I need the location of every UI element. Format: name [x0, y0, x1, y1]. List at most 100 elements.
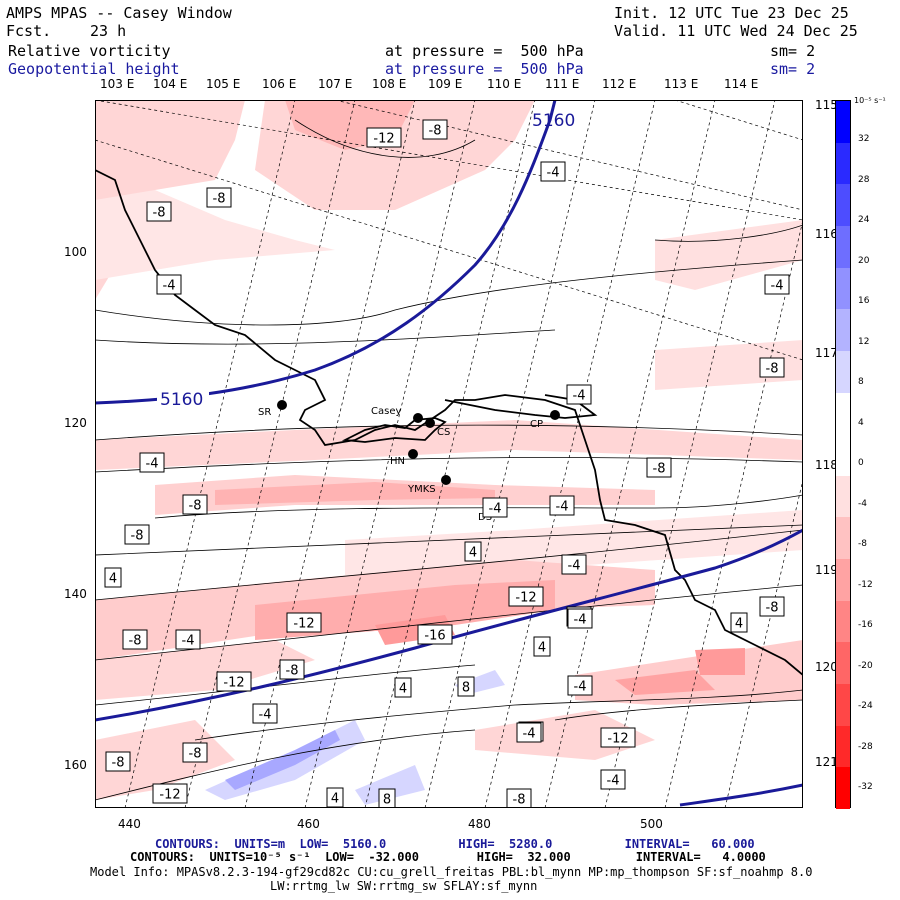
top-lon-label: 106 E: [262, 77, 297, 91]
station-cs-marker[interactable]: [425, 418, 435, 428]
svg-text:-8: -8: [153, 206, 166, 221]
top-lon-label: 104 E: [153, 77, 188, 91]
colorbar-swatch: [836, 184, 850, 226]
colorbar-tick-label: -32: [858, 782, 873, 792]
vorticity-label: -4: [561, 554, 587, 575]
vorticity-label: -4: [175, 629, 201, 650]
svg-text:-12: -12: [373, 132, 394, 147]
graticule: [95, 100, 803, 808]
vorticity-label: -8: [146, 201, 172, 222]
svg-text:-12: -12: [515, 591, 536, 606]
station-cs-label: CS: [437, 427, 450, 438]
vorticity-label: -4: [567, 675, 593, 696]
svg-text:-4: -4: [556, 500, 569, 515]
forecast-hour: 23 h: [90, 22, 127, 40]
vorticity-label: 4: [730, 612, 748, 633]
station-hn-label: HN: [390, 456, 405, 467]
svg-text:-8: -8: [213, 192, 226, 207]
colorbar-swatch: [836, 642, 850, 685]
smoothing-geopotential: sm= 2: [770, 60, 816, 78]
colorbar-tick-label: -12: [858, 579, 873, 590]
svg-text:-8: -8: [286, 664, 299, 679]
svg-text:4: 4: [469, 546, 477, 561]
vorticity-contours: [95, 119, 803, 801]
colorbar-swatch: [836, 475, 850, 518]
vorticity-label: 4: [533, 636, 551, 657]
colorbar-tick-label: -16: [858, 620, 873, 630]
station-sr-label: SR: [258, 407, 271, 418]
station-cp-marker[interactable]: [550, 410, 560, 420]
svg-text:-8: -8: [513, 793, 526, 808]
footer-vorticity-contours: CONTOURS: UNITS=10⁻⁵ s⁻¹ LOW= -32.000 HI…: [130, 850, 766, 864]
svg-text:-4: -4: [607, 774, 620, 789]
vorticity-label: -8: [122, 629, 148, 650]
svg-text:-4: -4: [182, 634, 195, 649]
svg-text:4: 4: [331, 792, 339, 807]
station-hn-marker[interactable]: [408, 449, 418, 459]
svg-text:-4: -4: [771, 279, 784, 294]
svg-text:-4: -4: [163, 279, 176, 294]
x-axis-label-440: 440: [118, 817, 141, 831]
vorticity-label: -4: [549, 495, 575, 516]
station-ymks-label: YMKS: [407, 484, 436, 495]
colorbar-tick-label: 20: [858, 255, 870, 266]
y-axis-label-140: 140: [64, 587, 87, 601]
vorticity-label: -8: [182, 494, 208, 515]
valid-time: Valid. 11 UTC Wed 24 Dec 25: [614, 22, 858, 40]
colorbar-unit: 10⁻⁵ s⁻¹: [854, 96, 886, 105]
vorticity-label: -8: [422, 119, 448, 140]
svg-text:-12: -12: [293, 617, 314, 632]
vorticity-label: -8: [506, 788, 532, 808]
svg-text:-8: -8: [129, 634, 142, 649]
svg-text:4: 4: [735, 617, 743, 632]
vorticity-label: 4: [394, 677, 412, 698]
station-sr-marker[interactable]: [277, 400, 287, 410]
vorticity-label: -8: [279, 659, 305, 680]
svg-text:-8: -8: [189, 747, 202, 762]
svg-text:8: 8: [462, 681, 470, 696]
station-cp-label: CP: [530, 419, 543, 430]
station-ymks-marker[interactable]: [441, 475, 451, 485]
svg-text:4: 4: [538, 641, 546, 656]
field-geopotential: Geopotential height: [8, 60, 180, 78]
colorbar-swatch: [836, 517, 850, 560]
colorbar-tick-label: 4: [858, 417, 864, 428]
svg-text:-8: -8: [189, 499, 202, 514]
station-casey-label: Casey: [371, 406, 401, 417]
svg-text:-8: -8: [131, 529, 144, 544]
svg-text:-4: -4: [574, 680, 587, 695]
footer-model-info: Model Info: MPASv8.2.3-194-gf29cd82c CU:…: [90, 865, 813, 879]
top-lon-label: 105 E: [206, 77, 241, 91]
colorbar-swatch: [836, 350, 850, 393]
colorbar-tick-label: 32: [858, 134, 870, 144]
colorbar-swatch: [836, 142, 850, 185]
pressure-geopotential: at pressure = 500 hPa: [385, 60, 584, 78]
top-lon-label: 110 E: [487, 77, 522, 91]
footer-radiation-info: LW:rrtmg_lw SW:rrtmg_sw SFLAY:sf_mynn: [270, 879, 538, 893]
colorbar-tick-label: 8: [858, 377, 864, 387]
footer-height-contours: CONTOURS: UNITS=m LOW= 5160.0 HIGH= 5280…: [155, 837, 755, 851]
svg-text:-12: -12: [607, 732, 628, 747]
top-lon-label: 113 E: [664, 77, 699, 91]
y-axis-label-120: 120: [64, 416, 87, 430]
vorticity-label: -8: [124, 524, 150, 545]
vorticity-label: -4: [567, 608, 593, 629]
vorticity-map[interactable]: 5160 5160 SR Casey CS CP HN YMKS DS -12-…: [95, 100, 803, 808]
svg-text:-4: -4: [489, 502, 502, 517]
svg-text:4: 4: [399, 682, 407, 697]
svg-text:-4: -4: [574, 613, 587, 628]
vorticity-label: -4: [252, 703, 278, 724]
station-casey-marker[interactable]: [413, 413, 423, 423]
vorticity-label: -12: [600, 727, 636, 748]
colorbar-tick-label: -4: [858, 498, 867, 509]
vorticity-label: -16: [417, 624, 453, 645]
top-lon-label: 103 E: [100, 77, 135, 91]
colorbar-swatch: [836, 725, 850, 768]
vorticity-label: -4: [139, 452, 165, 473]
y-axis-label-100: 100: [64, 245, 87, 259]
colorbar-tick-label: 0: [858, 458, 864, 468]
svg-text:-4: -4: [523, 727, 536, 742]
vorticity-label: 8: [378, 788, 396, 808]
top-lon-label: 112 E: [602, 77, 637, 91]
vorticity-label: -12: [366, 127, 402, 148]
